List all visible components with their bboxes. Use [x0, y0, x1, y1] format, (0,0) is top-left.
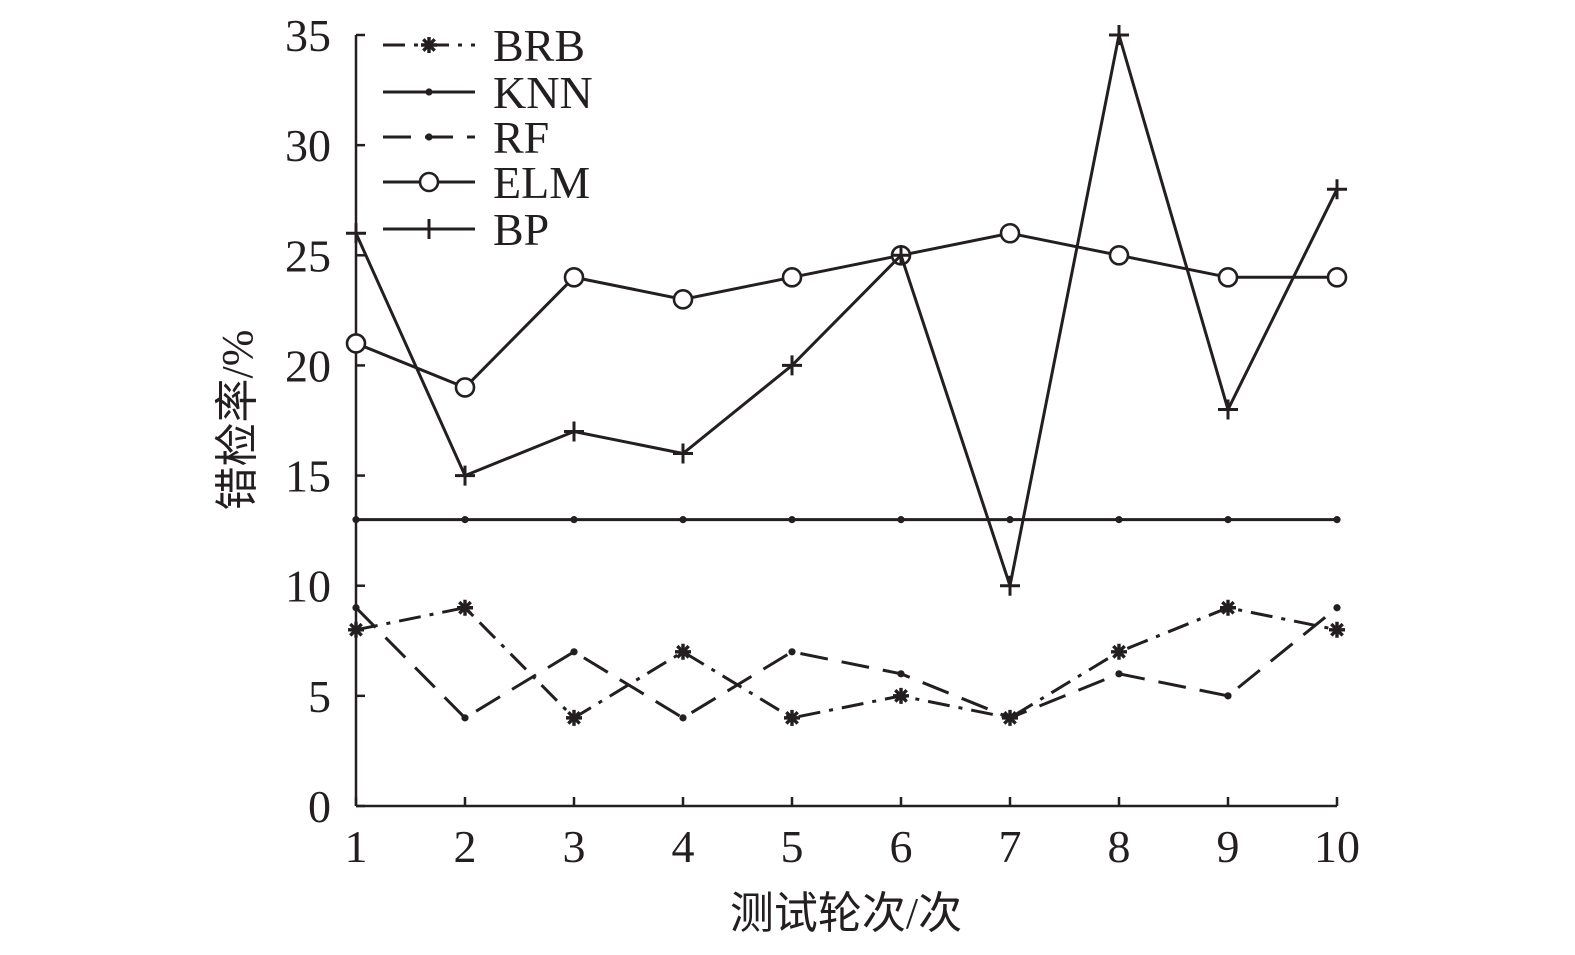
axes	[354, 35, 1337, 808]
marker-dot	[1006, 714, 1014, 722]
x-tick-label: 7	[999, 821, 1022, 872]
marker-circle	[781, 267, 803, 288]
y-axis-title: 错检率/%	[213, 330, 262, 511]
marker-circle	[999, 222, 1021, 244]
marker-plus	[1327, 179, 1347, 200]
x-axis-title: 测试轮次/次	[730, 889, 962, 938]
series-layer	[345, 25, 1348, 726]
marker-circle	[563, 267, 585, 288]
marker-asterisk	[1329, 621, 1345, 638]
x-tick-label: 3	[563, 821, 586, 872]
series-line-rf	[354, 606, 1338, 720]
x-tick-label: 10	[1314, 821, 1360, 872]
x-tick-label: 5	[781, 821, 804, 872]
legend-item-elm: ELM	[383, 157, 590, 208]
marker-dot	[461, 516, 469, 524]
marker-plus	[564, 421, 584, 442]
marker-dot	[461, 714, 469, 722]
marker-dot	[1006, 516, 1014, 524]
marker-plus	[673, 443, 693, 464]
x-tick-label: 2	[454, 821, 477, 872]
marker-dot	[425, 133, 433, 141]
marker-asterisk	[421, 37, 437, 53]
series-line-brb	[355, 606, 1338, 720]
legend-item-bp: BP	[383, 204, 549, 255]
y-tick-label: 10	[285, 561, 331, 612]
marker-plus	[455, 465, 475, 486]
y-tick-label: 5	[308, 671, 331, 722]
x-tick-label: 8	[1108, 821, 1131, 872]
legend-label-brb: BRB	[493, 20, 585, 71]
legend-label-bp: BP	[493, 204, 549, 255]
marker-dot	[897, 670, 905, 678]
x-tick-label: 6	[890, 821, 913, 872]
marker-circle	[418, 171, 440, 193]
y-tick-label: 20	[285, 340, 331, 391]
marker-asterisk	[566, 709, 582, 726]
marker-circle	[1217, 267, 1239, 288]
marker-dot	[1115, 516, 1123, 524]
marker-asterisk	[457, 599, 473, 616]
marker-plus	[1218, 399, 1238, 420]
marker-dot	[679, 714, 687, 722]
y-ticks: 0 5 10 15 20 25 30 35	[285, 10, 365, 832]
y-tick-label: 0	[308, 781, 331, 832]
marker-dot	[1224, 692, 1232, 700]
marker-dot	[788, 648, 796, 656]
marker-dot	[1115, 670, 1123, 678]
y-tick-label: 25	[285, 230, 331, 281]
series-line-bp	[354, 34, 1339, 592]
series-rf	[352, 604, 1341, 722]
x-tick-label: 4	[672, 821, 695, 872]
marker-asterisk	[675, 643, 691, 660]
marker-circle	[345, 333, 367, 354]
marker-dot	[570, 648, 578, 656]
series-bp	[346, 25, 1347, 596]
marker-dot	[352, 604, 360, 612]
legend-label-knn: KNN	[493, 67, 593, 118]
marker-circle	[454, 377, 476, 398]
marker-asterisk	[893, 687, 909, 704]
marker-circle	[672, 289, 694, 310]
marker-dot	[425, 88, 433, 96]
y-tick-label: 15	[285, 451, 331, 502]
marker-circle	[1326, 267, 1348, 288]
marker-dot	[679, 516, 687, 524]
legend-label-elm: ELM	[493, 157, 590, 208]
legend-item-knn: KNN	[383, 67, 593, 118]
x-tick-label: 1	[345, 821, 368, 872]
marker-asterisk	[348, 621, 364, 638]
marker-asterisk	[1220, 599, 1236, 616]
marker-plus	[1109, 25, 1129, 45]
x-tick-label: 9	[1217, 821, 1240, 872]
marker-asterisk	[1111, 643, 1127, 660]
series-knn	[352, 516, 1341, 524]
marker-dot	[788, 516, 796, 524]
marker-dot	[897, 516, 905, 524]
marker-dot	[352, 516, 360, 524]
marker-asterisk	[784, 709, 800, 726]
x-ticks: 1 2 3 4 5 6 7 8 9 10	[345, 797, 1360, 872]
legend-item-brb: BRB	[383, 20, 585, 71]
marker-dot	[570, 516, 578, 524]
marker-dot	[1333, 516, 1341, 524]
legend-item-rf: RF	[383, 112, 549, 163]
marker-plus	[891, 245, 911, 266]
marker-plus	[1000, 575, 1020, 596]
marker-dot	[1224, 516, 1232, 524]
marker-circle	[1108, 244, 1130, 266]
y-tick-label: 30	[285, 120, 331, 171]
marker-dot	[1333, 604, 1341, 612]
marker-plus	[782, 355, 802, 376]
series-line-elm	[355, 231, 1337, 390]
marker-plus	[419, 219, 439, 239]
y-tick-label: 35	[285, 10, 331, 61]
marker-plus	[346, 223, 366, 244]
legend-label-rf: RF	[493, 112, 549, 163]
